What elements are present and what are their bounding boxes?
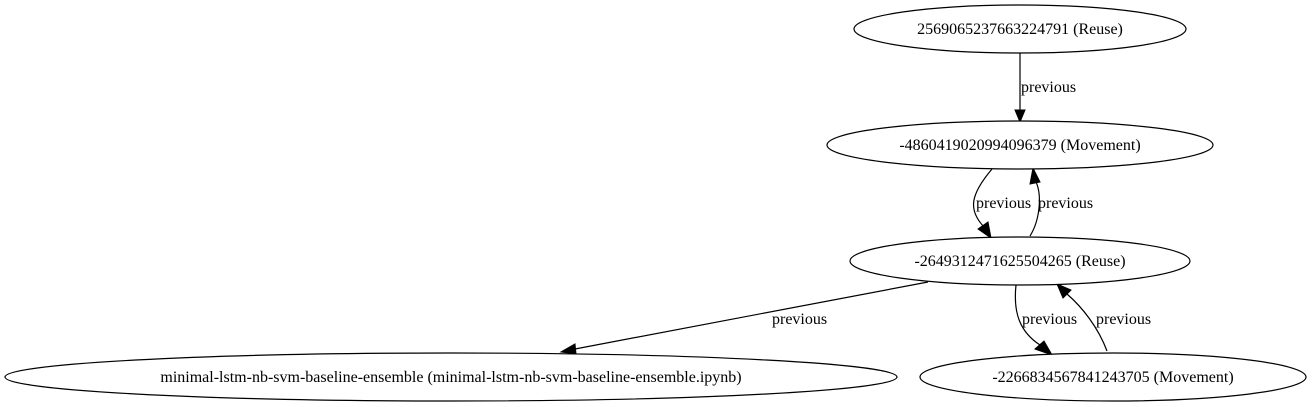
edge-label: previous xyxy=(976,195,1031,212)
edge-label: previous xyxy=(1038,195,1093,212)
edge-n3-n2: previous xyxy=(1029,166,1093,237)
edge-n1-n2: previous xyxy=(1014,53,1076,124)
edge-label: previous xyxy=(772,311,827,328)
node-n2: -4860419020994096379 (Movement) xyxy=(826,120,1214,170)
edge-n3-n5: previous xyxy=(1014,284,1077,356)
edge-line xyxy=(574,281,929,350)
arrowhead xyxy=(1029,166,1041,185)
node-ellipse xyxy=(4,352,898,402)
node-n5: -2266834567841243705 (Movement) xyxy=(919,352,1307,402)
arrowhead xyxy=(1034,340,1054,356)
edge-line xyxy=(1066,293,1108,352)
edge-line xyxy=(972,168,993,228)
arrowhead xyxy=(559,343,577,355)
edge-line xyxy=(1029,181,1040,237)
edge-n2-n3: previous xyxy=(972,168,1031,240)
node-ellipse xyxy=(853,4,1187,54)
arrowhead xyxy=(1014,109,1026,124)
arrowhead xyxy=(1056,283,1072,299)
node-label: 2569065237663224791 (Reuse) xyxy=(917,21,1123,38)
node-label: -4860419020994096379 (Movement) xyxy=(899,137,1140,154)
node-label: -2649312471625504265 (Reuse) xyxy=(914,253,1125,270)
node-n4: minimal-lstm-nb-svm-baseline-ensemble (m… xyxy=(4,352,898,402)
node-ellipse xyxy=(826,120,1214,170)
node-label: -2266834567841243705 (Movement) xyxy=(992,369,1233,386)
edge-label: previous xyxy=(1096,311,1151,328)
node-n1: 2569065237663224791 (Reuse) xyxy=(853,4,1187,54)
edge-n3-n4: previous xyxy=(559,281,929,355)
edge-label: previous xyxy=(1022,311,1077,328)
edge-line xyxy=(1014,284,1041,346)
arrowhead xyxy=(977,221,992,240)
edge-n5-n3: previous xyxy=(1056,283,1151,352)
node-ellipse xyxy=(849,236,1191,286)
edge-label: previous xyxy=(1021,79,1076,96)
node-label: minimal-lstm-nb-svm-baseline-ensemble (m… xyxy=(160,369,741,386)
node-ellipse xyxy=(919,352,1307,402)
node-n3: -2649312471625504265 (Reuse) xyxy=(849,236,1191,286)
